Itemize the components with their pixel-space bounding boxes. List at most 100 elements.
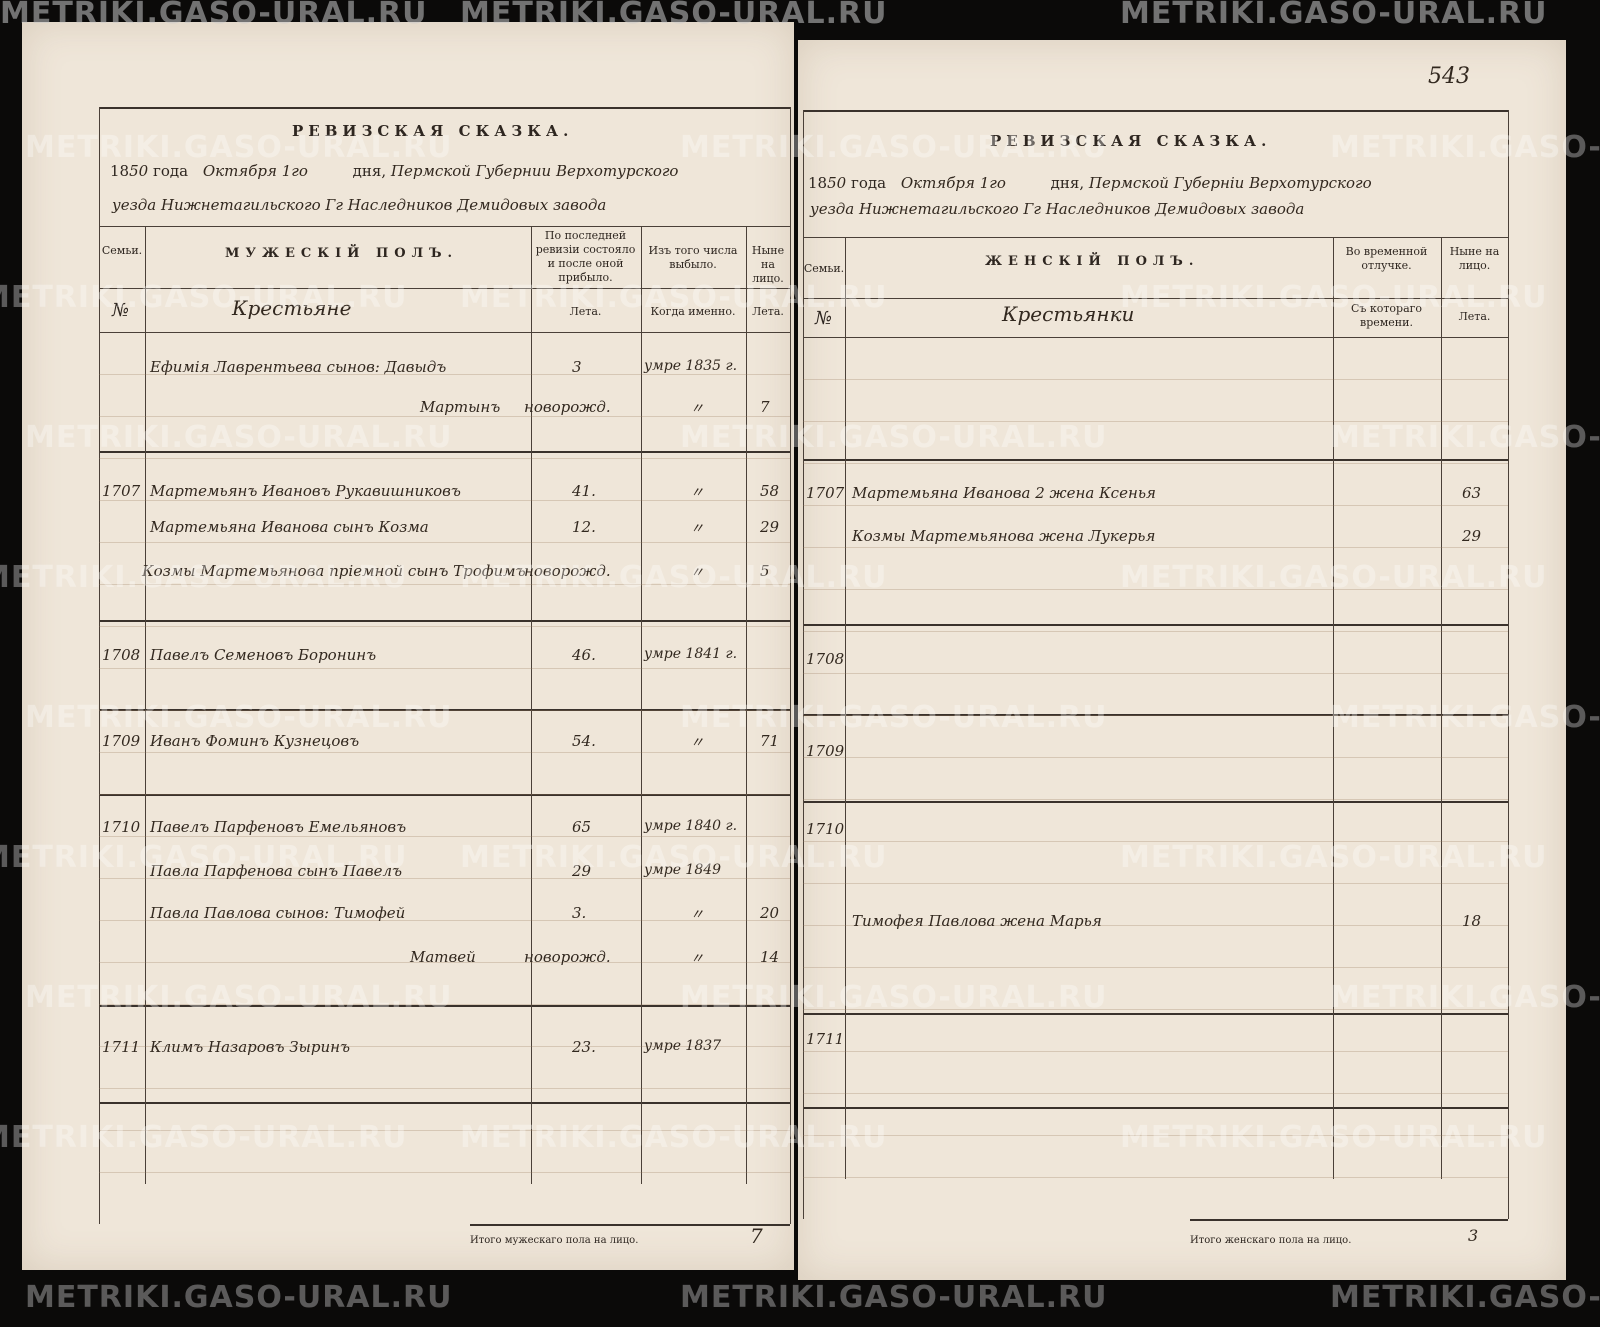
right-top-rule [803,110,1508,112]
left-header-rule [99,226,790,227]
year-hand: 50 [827,174,847,192]
age-previous: 65 [572,818,592,836]
col-now-sub: Лета. [1458,310,1491,323]
age-now: 20 [760,904,780,922]
person-name: Павелъ Парфеновъ Емельяновъ [150,818,407,836]
male-total-label: Итого мужескаго пола на лицо. [470,1235,639,1246]
right-ruled-line [803,1177,1508,1178]
left-place-line2: уезда Нижнетагильского Гг Наследников Де… [112,196,607,214]
left-column-rule [145,226,146,1184]
age-now: 7 [760,398,770,416]
person-name: Иванъ Фоминъ Кузнецовъ [150,732,360,750]
right-ruled-line [803,883,1508,884]
person-name: Мартемьяна Иванова 2 жена Ксенья [852,484,1156,502]
right-ruled-line [803,1093,1508,1094]
left-family-divider [99,709,790,711]
left-ruled-line [99,584,790,585]
left-border-left [99,107,100,1224]
departure: 〃 [690,565,704,581]
right-family-divider [803,624,1508,626]
age-previous: 54. [572,732,596,750]
age-now: 5 [760,562,770,580]
age-previous: 23. [572,1038,596,1056]
person-name: Мартемьянъ Ивановъ Рукавишниковъ [150,482,461,500]
left-family-divider [99,1005,790,1007]
female-total-value: 3 [1468,1226,1479,1245]
person-name: Климъ Назаровъ Зыринъ [150,1038,351,1056]
female-total-label: Итого женскаго пола на лицо. [1190,1235,1352,1246]
left-ruled-line [99,920,790,921]
right-ruled-line [803,1135,1508,1136]
person-name: Козмы Мартемьянова жена Лукерья [852,527,1156,545]
right-ruled-line [803,673,1508,674]
age-previous: 12. [572,518,596,536]
left-ruled-line [99,458,790,459]
departure: 〃 [690,401,704,417]
left-family-divider [99,794,790,796]
age-now: 14 [760,948,780,966]
col-left: Изъ того числа выбыло. [648,244,738,271]
age-now: 29 [1462,527,1482,545]
right-date-line: 1850 года Октября 1го дня, Пермской Губе… [808,174,1372,192]
left-title: РЕВИЗСКАЯ СКАЗКА. [292,122,574,140]
date-hand: Октября 1го [900,174,1006,192]
right-ruled-line [803,379,1508,380]
person-name: Мартынъ [420,398,501,416]
departure: 〃 [690,907,704,923]
family-number: 1709 [102,732,141,750]
age-previous: новорожд. [524,562,611,580]
left-column-rule [531,226,532,1184]
person-name: Мартемьяна Иванова сынъ Козма [150,518,429,536]
right-family-divider [803,1107,1508,1109]
right-ruled-line [803,547,1508,548]
family-number: 1707 [102,482,141,500]
col-now-sub: Лета. [752,305,784,318]
right-header-rule [803,237,1508,238]
right-title: РЕВИЗСКАЯ СКАЗКА. [990,132,1272,150]
left-column-rule [641,226,642,1184]
col-no: № [112,300,130,321]
departure: умре 1835 г. [644,358,738,374]
person-name: Павла Павлова сынов: Тимофей [150,904,406,922]
left-ruled-line [99,962,790,963]
col-male: МУЖЕСКІЙ ПОЛЪ. [225,246,459,261]
person-name: Павла Парфенова сынъ Павелъ [150,862,403,880]
place-line1: Пермской Губерніи Верхотурского [1088,174,1372,192]
left-ruled-line [99,500,790,501]
year-prefix: 18 [110,162,130,180]
departure: умре 1837 [644,1038,722,1054]
col-female: ЖЕНСКІЙ ПОЛЪ. [985,254,1200,269]
place-line1: Пермской Губернии Верхотурского [390,162,679,180]
right-ruled-line [803,463,1508,464]
day-label: дня, [352,162,387,180]
left-ruled-line [99,374,790,375]
left-family-divider [99,620,790,622]
right-ruled-line [803,757,1508,758]
right-family-divider [803,801,1508,803]
left-ruled-line [99,1172,790,1173]
col-family: Семьи. [803,262,845,275]
family-number: 1709 [806,742,845,760]
left-ruled-line [99,1088,790,1089]
family-number: 1710 [102,818,141,836]
age-previous: 29 [572,862,592,880]
right-border-left [803,110,804,1219]
col-now: Ныне на лицо. [1449,245,1500,272]
right-header-rule [803,298,1508,299]
age-now: 58 [760,482,780,500]
departure: 〃 [690,951,704,967]
age-now: 71 [760,732,780,750]
age-now: 18 [1462,912,1482,930]
right-column-rule [1333,237,1334,1179]
left-top-rule [99,107,790,109]
departure: умре 1841 г. [644,646,738,662]
right-ruled-line [803,715,1508,716]
right-ruled-line [803,421,1508,422]
left-family-divider [99,451,790,453]
departure: 〃 [690,485,704,501]
date-hand: Октября 1го [202,162,308,180]
person-name: Козмы Мартемьянова пріемной сынъ Трофимъ [142,562,526,580]
age-previous: 3 [572,358,582,376]
left-ruled-line [99,1130,790,1131]
col-absent-sub: Съ котораго времени. [1350,302,1423,329]
